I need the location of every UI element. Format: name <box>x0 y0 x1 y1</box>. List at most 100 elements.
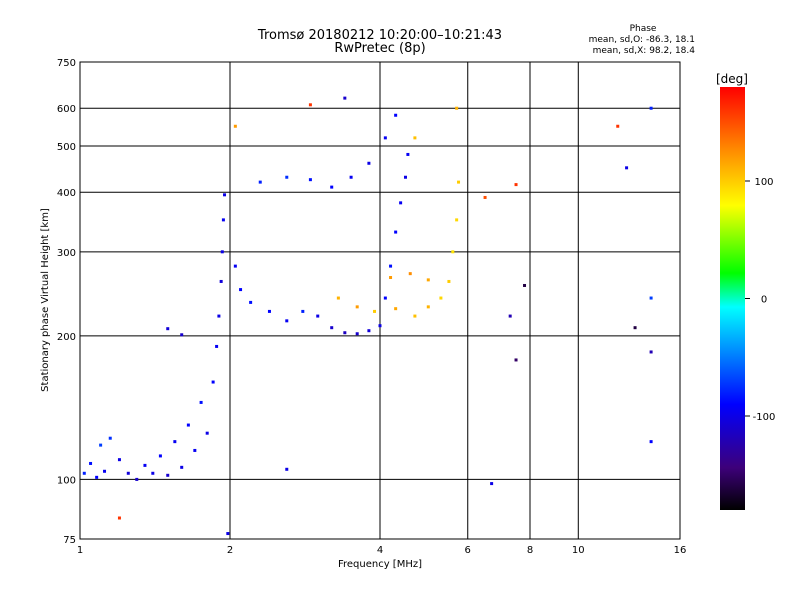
data-point <box>211 380 215 384</box>
data-point <box>373 309 377 313</box>
data-point <box>426 305 430 309</box>
phase-line-x: mean, sd,X: 98.2, 18.4 <box>593 46 696 56</box>
data-point <box>193 448 197 452</box>
data-point <box>108 436 112 440</box>
data-point <box>199 400 203 404</box>
data-point <box>413 314 417 318</box>
data-point <box>508 314 512 318</box>
grid-layer <box>80 62 680 539</box>
data-point <box>223 193 227 197</box>
data-point <box>649 106 653 110</box>
y-tick-labels: 75 100 200 300 400 500 600 750 <box>57 58 76 546</box>
data-point <box>408 272 412 276</box>
data-point <box>389 264 393 268</box>
data-point <box>308 103 312 107</box>
data-point <box>413 136 417 140</box>
data-point <box>451 250 455 254</box>
data-point <box>649 440 653 444</box>
data-point <box>158 454 162 458</box>
data-point <box>301 309 305 313</box>
data-point <box>117 458 121 462</box>
data-point <box>457 180 461 184</box>
data-point <box>285 319 289 323</box>
data-point <box>343 331 347 335</box>
data-point <box>99 443 103 447</box>
data-point <box>625 166 629 170</box>
y-tick-label: 100 <box>57 475 76 486</box>
data-point <box>378 324 382 328</box>
phase-heading: Phase <box>630 24 657 34</box>
data-point <box>267 309 271 313</box>
data-point <box>173 440 177 444</box>
data-point <box>180 465 184 469</box>
data-point <box>308 178 312 182</box>
x-tick-label: 1 <box>77 545 83 556</box>
data-point <box>166 327 170 331</box>
data-point <box>258 180 262 184</box>
y-tick-label: 400 <box>57 188 76 199</box>
y-tick-label: 600 <box>57 104 76 115</box>
y-tick-label: 750 <box>57 58 76 69</box>
data-point <box>394 307 398 311</box>
data-point <box>349 175 353 179</box>
data-point <box>205 431 209 435</box>
y-tick-label: 200 <box>57 332 76 343</box>
colorbar <box>720 87 745 510</box>
data-point <box>355 332 359 336</box>
data-point <box>483 195 487 199</box>
data-point <box>220 250 224 254</box>
data-point <box>103 469 107 473</box>
data-point <box>117 516 121 520</box>
phase-line-o: mean, sd,O: -86.3, 18.1 <box>589 35 695 45</box>
data-point <box>447 279 451 283</box>
x-tick-labels: 1 2 4 6 8 10 16 <box>77 545 687 556</box>
colorbar-label: [deg] <box>716 72 748 86</box>
data-point <box>330 326 334 330</box>
chart-title: Tromsø 20180212 10:20:00–10:21:43 <box>257 28 502 43</box>
x-tick-label: 8 <box>527 545 533 556</box>
data-point <box>336 296 340 300</box>
y-tick-label: 500 <box>57 142 76 153</box>
data-point <box>233 124 237 128</box>
data-point <box>403 175 407 179</box>
data-point <box>383 136 387 140</box>
data-point <box>514 358 518 362</box>
data-point <box>367 329 371 333</box>
data-points <box>82 96 653 536</box>
data-point <box>343 96 347 100</box>
data-point <box>285 175 289 179</box>
data-point <box>439 296 443 300</box>
data-point <box>523 283 527 287</box>
data-point <box>394 230 398 234</box>
plot-frame <box>79 61 681 540</box>
data-point <box>219 279 223 283</box>
data-point <box>367 161 371 165</box>
data-point <box>399 201 403 205</box>
data-point <box>355 305 359 309</box>
data-point <box>316 314 320 318</box>
data-point <box>82 471 86 475</box>
data-point <box>406 152 410 156</box>
data-point <box>215 344 219 348</box>
data-point <box>633 326 637 330</box>
colorbar-tick-label: 100 <box>754 177 773 188</box>
data-point <box>389 276 393 280</box>
data-point <box>226 532 230 536</box>
x-tick-label: 4 <box>377 545 383 556</box>
data-point <box>233 264 237 268</box>
data-point <box>89 461 93 465</box>
x-axis-label: Frequency [MHz] <box>338 559 422 570</box>
data-point <box>143 463 147 467</box>
data-point <box>330 185 334 189</box>
data-point <box>514 183 518 187</box>
data-point <box>394 113 398 117</box>
data-point <box>383 296 387 300</box>
chart-subtitle: RwPretec (8p) <box>334 41 425 56</box>
data-point <box>151 471 155 475</box>
data-point <box>217 314 221 318</box>
data-point <box>649 350 653 354</box>
data-point <box>285 467 289 471</box>
y-tick-label: 75 <box>63 535 76 546</box>
data-point <box>249 300 253 304</box>
